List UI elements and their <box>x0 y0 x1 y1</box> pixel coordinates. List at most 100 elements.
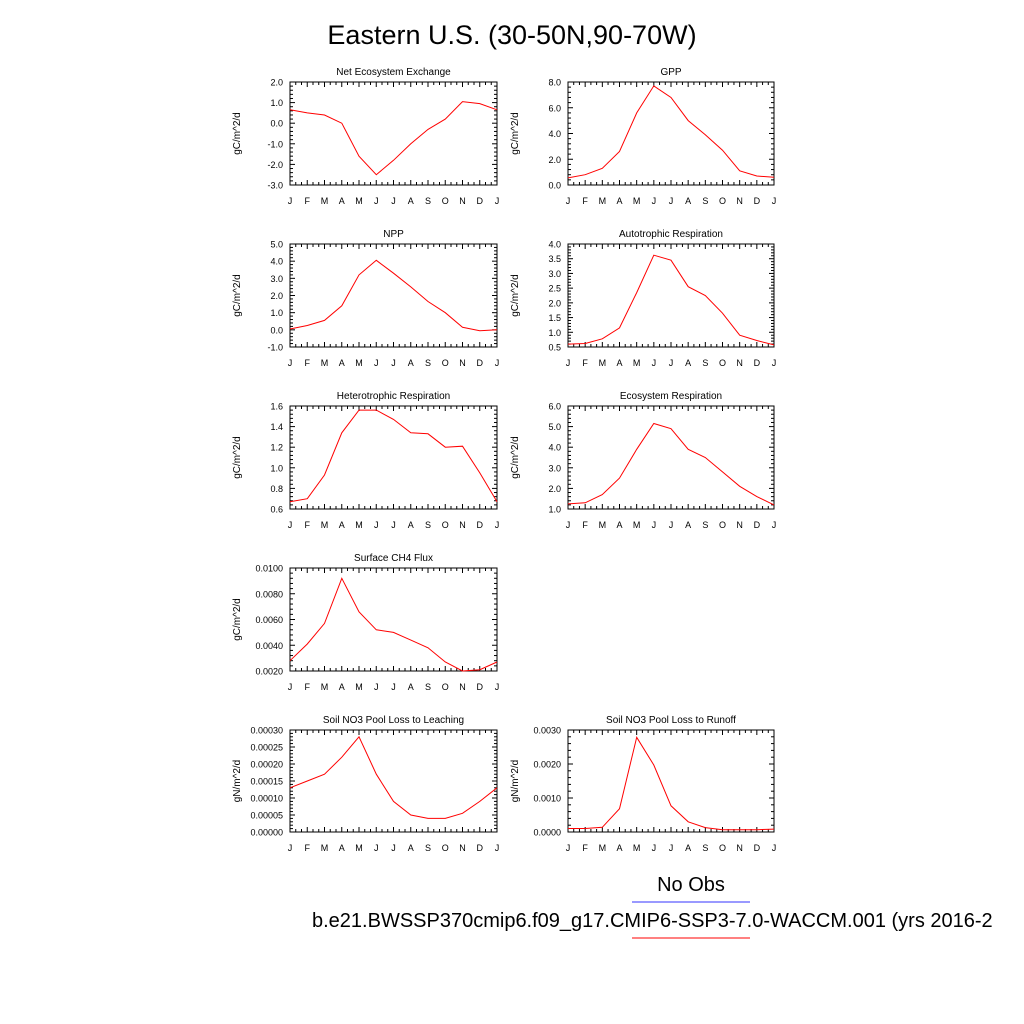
y-axis-label: gC/m^2/d <box>232 274 243 317</box>
x-tick-label: O <box>442 358 449 368</box>
y-tick-label: 0.00005 <box>250 811 283 821</box>
y-axis-label: gC/m^2/d <box>232 436 243 479</box>
y-tick-label: 6.0 <box>548 402 561 412</box>
x-tick-label: M <box>633 196 641 206</box>
x-tick-label: D <box>754 520 761 530</box>
x-tick-label: N <box>459 843 466 853</box>
x-tick-label: S <box>425 682 431 692</box>
plot-frame <box>289 729 498 833</box>
y-tick-label: 5.0 <box>270 240 283 250</box>
x-tick-label: A <box>339 520 345 530</box>
x-tick-label: J <box>669 520 674 530</box>
y-tick-label: 0.0030 <box>533 726 561 736</box>
y-tick-label: 1.2 <box>270 443 283 453</box>
series-line <box>289 259 498 332</box>
x-tick-label: D <box>754 358 761 368</box>
x-tick-label: J <box>495 520 500 530</box>
x-tick-label: A <box>408 358 414 368</box>
x-tick-label: O <box>442 196 449 206</box>
chart-title: Ecosystem Respiration <box>620 391 722 402</box>
y-tick-label: 0.5 <box>548 343 561 353</box>
x-tick-label: J <box>652 520 657 530</box>
y-axis-label: gN/m^2/d <box>510 760 521 803</box>
y-tick-label: 1.5 <box>548 313 561 323</box>
x-tick-label: F <box>305 520 311 530</box>
y-axis-label: gC/m^2/d <box>232 112 243 155</box>
x-tick-label: A <box>408 520 414 530</box>
chart-title: Surface CH4 Flux <box>354 553 433 564</box>
x-tick-label: J <box>288 358 293 368</box>
x-tick-label: D <box>477 520 484 530</box>
x-tick-label: A <box>616 520 622 530</box>
plot-frame <box>567 243 775 348</box>
y-tick-label: 4.0 <box>548 240 561 250</box>
x-tick-label: J <box>391 520 396 530</box>
y-tick-label: 0.0080 <box>255 589 283 599</box>
y-tick-label: 1.6 <box>270 402 283 412</box>
x-tick-label: J <box>374 520 379 530</box>
plot-frame <box>289 243 498 348</box>
x-tick-label: J <box>391 843 396 853</box>
x-tick-label: M <box>321 843 329 853</box>
y-tick-label: 0.0 <box>270 325 283 335</box>
x-tick-label: F <box>582 358 588 368</box>
x-tick-label: J <box>566 196 571 206</box>
x-tick-label: A <box>339 358 345 368</box>
x-tick-label: O <box>442 682 449 692</box>
x-tick-label: M <box>355 196 363 206</box>
x-tick-label: O <box>719 196 726 206</box>
series-line <box>289 409 498 503</box>
plot-frame <box>567 729 775 833</box>
x-tick-label: S <box>702 843 708 853</box>
x-tick-label: D <box>754 196 761 206</box>
x-tick-label: F <box>305 843 311 853</box>
x-tick-label: A <box>616 196 622 206</box>
x-tick-label: A <box>408 843 414 853</box>
x-tick-label: S <box>425 358 431 368</box>
y-tick-label: 1.4 <box>270 422 283 432</box>
y-tick-label: 2.0 <box>548 298 561 308</box>
x-tick-label: J <box>772 358 777 368</box>
x-tick-label: S <box>425 520 431 530</box>
y-tick-label: 0.00030 <box>250 726 283 736</box>
y-tick-label: 0.0020 <box>533 760 561 770</box>
x-tick-label: J <box>288 682 293 692</box>
plot-frame <box>289 81 498 186</box>
x-tick-label: J <box>374 358 379 368</box>
series-line <box>567 85 775 179</box>
x-tick-label: M <box>599 358 607 368</box>
legend-model-label: b.e21.BWSSP370cmip6.f09_g17.CMIP6-SSP3-7… <box>312 910 993 932</box>
x-tick-label: M <box>599 520 607 530</box>
x-tick-label: J <box>566 520 571 530</box>
x-tick-label: A <box>685 520 691 530</box>
plot-frame <box>289 567 498 672</box>
x-tick-label: O <box>719 520 726 530</box>
x-tick-label: M <box>599 843 607 853</box>
x-tick-label: O <box>442 843 449 853</box>
y-tick-label: 3.0 <box>270 274 283 284</box>
x-tick-label: J <box>495 682 500 692</box>
x-tick-label: S <box>702 520 708 530</box>
y-tick-label: 1.0 <box>270 308 283 318</box>
x-tick-label: J <box>566 358 571 368</box>
y-tick-label: 3.5 <box>548 254 561 264</box>
legend: No Obs b.e21.BWSSP370cmip6.f09_g17.CMIP6-… <box>312 874 993 939</box>
y-axis-label: gC/m^2/d <box>510 274 521 317</box>
x-tick-label: A <box>339 196 345 206</box>
x-tick-label: J <box>772 196 777 206</box>
y-tick-label: 3.0 <box>548 269 561 279</box>
chart-title: Net Ecosystem Exchange <box>336 67 451 78</box>
x-tick-label: J <box>391 358 396 368</box>
x-tick-label: J <box>495 843 500 853</box>
series-line <box>289 101 498 176</box>
x-tick-label: D <box>477 358 484 368</box>
series-line <box>568 736 775 831</box>
x-tick-label: N <box>736 520 743 530</box>
y-tick-label: 8.0 <box>548 78 561 88</box>
